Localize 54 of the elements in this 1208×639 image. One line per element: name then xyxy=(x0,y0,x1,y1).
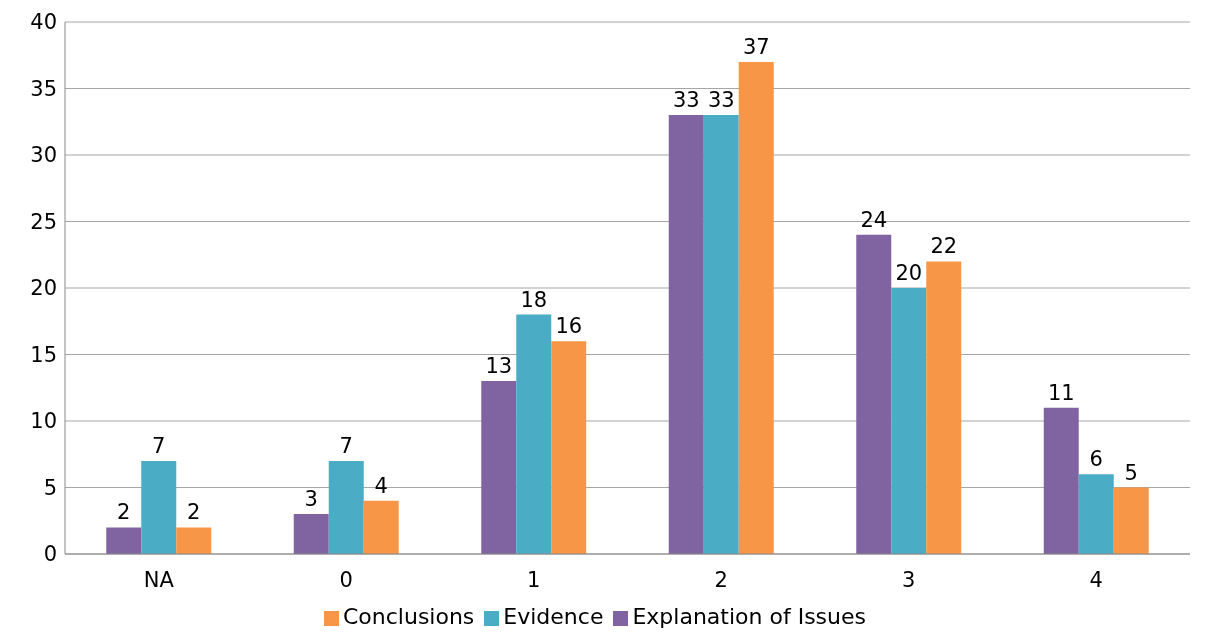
data-label: 2 xyxy=(117,500,131,525)
data-label: 22 xyxy=(930,234,958,259)
bar xyxy=(328,460,364,554)
bar xyxy=(363,500,399,554)
data-label: 7 xyxy=(339,433,353,458)
x-tick-label: 0 xyxy=(339,567,353,592)
bar xyxy=(516,314,552,554)
data-label: 4 xyxy=(374,473,388,498)
legend-label: Conclusions xyxy=(342,604,475,629)
bar xyxy=(668,115,704,554)
y-tick-label: 40 xyxy=(30,10,57,35)
y-tick-label: 0 xyxy=(43,542,57,567)
y-tick-label: 25 xyxy=(30,209,57,234)
bar xyxy=(141,460,177,554)
y-tick-label: 5 xyxy=(43,475,57,500)
bar xyxy=(891,288,927,554)
bar xyxy=(551,341,587,554)
bar xyxy=(481,381,517,554)
data-label: 5 xyxy=(1124,460,1138,485)
bar xyxy=(926,261,962,554)
x-tick-label: NA xyxy=(143,567,175,592)
y-tick-label: 30 xyxy=(30,143,57,168)
data-label: 33 xyxy=(672,88,700,113)
data-label: 37 xyxy=(742,34,770,59)
data-label: 33 xyxy=(707,88,735,113)
y-tick-label: 15 xyxy=(30,342,57,367)
x-tick-label: 4 xyxy=(1089,567,1103,592)
x-tick-label: 3 xyxy=(902,567,916,592)
bar xyxy=(1043,407,1079,554)
legend-label: Evidence xyxy=(503,604,604,629)
x-tick-label: 2 xyxy=(714,567,728,592)
y-tick-label: 10 xyxy=(30,409,57,434)
data-label: 3 xyxy=(304,487,318,512)
data-label: 11 xyxy=(1047,380,1075,405)
data-label: 2 xyxy=(187,500,201,525)
data-label: 7 xyxy=(152,433,166,458)
x-tick-label: 1 xyxy=(527,567,541,592)
bar xyxy=(856,234,892,554)
y-tick-label: 20 xyxy=(30,276,57,301)
bar xyxy=(738,61,774,554)
bar xyxy=(1113,487,1149,554)
data-label: 24 xyxy=(860,207,888,232)
bar xyxy=(106,527,142,554)
data-label: 20 xyxy=(895,261,923,285)
bar xyxy=(1078,474,1114,554)
y-tick-label: 35 xyxy=(30,76,57,101)
bar xyxy=(176,527,212,554)
data-label: 18 xyxy=(520,287,548,312)
data-label: 6 xyxy=(1089,447,1103,472)
data-label: 16 xyxy=(555,314,583,339)
legend-label: Explanation of Issues xyxy=(632,604,867,629)
bar xyxy=(293,514,329,554)
bar xyxy=(703,115,739,554)
data-label: 13 xyxy=(485,354,513,379)
